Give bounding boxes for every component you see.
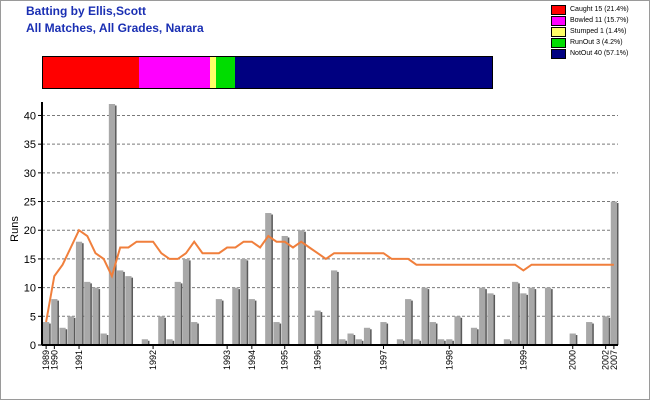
bar [602,316,609,345]
chart-subtitle: All Matches, All Grades, Narara [26,21,204,35]
bar [479,287,486,345]
legend-swatch [551,38,566,48]
bar [232,287,239,345]
legend-label: RunOut 3 (4.2%) [570,39,623,46]
y-tick-label: 5 [30,311,36,323]
bar [355,339,362,345]
x-tick-label: 1990 [49,350,59,370]
bar [117,270,124,345]
bar [248,299,255,345]
bar [421,287,428,345]
bar [182,258,190,345]
bar [380,322,387,345]
bar [396,339,404,345]
bar [166,339,173,345]
x-tick-label: 1994 [247,350,257,370]
bar [240,258,247,345]
y-tick-label: 30 [24,168,36,180]
bar [92,287,99,345]
x-tick-label: 1998 [444,350,454,370]
legend-swatch [551,16,566,26]
bar [405,299,412,345]
bar [298,230,305,345]
bar [363,327,371,345]
x-tick-label: 1996 [313,350,323,370]
bar [347,333,354,345]
x-tick-label: 1995 [280,350,290,370]
dismissal-segment [216,57,236,88]
bar [487,293,494,345]
dismissal-segment [209,57,217,88]
dismissal-segment [139,57,210,88]
bar [470,327,478,345]
bar [520,293,527,345]
bar [174,281,181,345]
bar [503,339,511,345]
bar [446,339,453,345]
x-tick-label: 1989 [41,350,51,370]
bar [454,316,461,345]
dismissal-stacked-bar [42,56,493,89]
legend-label: Caught 15 (21.4%) [570,6,629,13]
bar [437,339,445,345]
bar [59,327,66,345]
bar [141,339,148,345]
y-tick-label: 25 [24,197,36,209]
x-tick-label: 2000 [568,350,578,370]
bar [191,322,198,345]
legend-label: Bowled 11 (15.7%) [570,17,629,24]
y-tick-label: 40 [24,110,36,122]
legend-swatch [551,27,566,37]
legend-swatch [551,49,566,59]
bar [265,213,272,345]
x-tick-label: 1991 [74,350,84,370]
bar [314,310,321,345]
average-line [45,228,614,323]
bar [273,322,280,345]
bar [75,241,83,345]
bar [339,339,346,345]
bar [586,322,593,345]
legend-label: Stumped 1 (1.4%) [570,28,627,35]
x-tick-label: 1992 [148,350,158,370]
bar [544,287,552,345]
bar [331,270,338,345]
legend-label: NotOut 40 (57.1%) [570,50,629,57]
bar [429,322,436,345]
bar [67,316,74,345]
bar [125,276,132,345]
x-tick-label: 2002 [601,350,611,370]
bar [158,316,165,345]
x-tick-label: 2007 [609,350,619,370]
y-tick-label: 35 [24,139,36,151]
chart-title: Batting by Ellis,Scott [26,4,147,18]
bar [281,235,288,345]
bar [100,333,107,345]
dismissal-segment [43,57,140,88]
bar [413,339,420,345]
bar [51,299,58,345]
x-tick-label: 1997 [379,350,389,370]
bar [84,281,91,345]
y-tick-label: 0 [30,340,36,352]
y-tick-label: 10 [24,283,36,295]
y-tick-label: 15 [24,254,36,266]
bar [528,287,535,345]
bar [43,322,50,345]
y-tick-label: 20 [24,225,36,237]
x-tick-label: 1999 [518,350,528,370]
bar [512,281,519,345]
legend-swatch [551,5,566,15]
y-axis-label: Runs [9,216,21,242]
x-tick-label: 1993 [222,350,232,370]
bar [610,201,617,345]
bar [108,104,116,345]
bar [569,333,576,345]
bar [215,299,223,345]
dismissal-segment [235,57,492,88]
